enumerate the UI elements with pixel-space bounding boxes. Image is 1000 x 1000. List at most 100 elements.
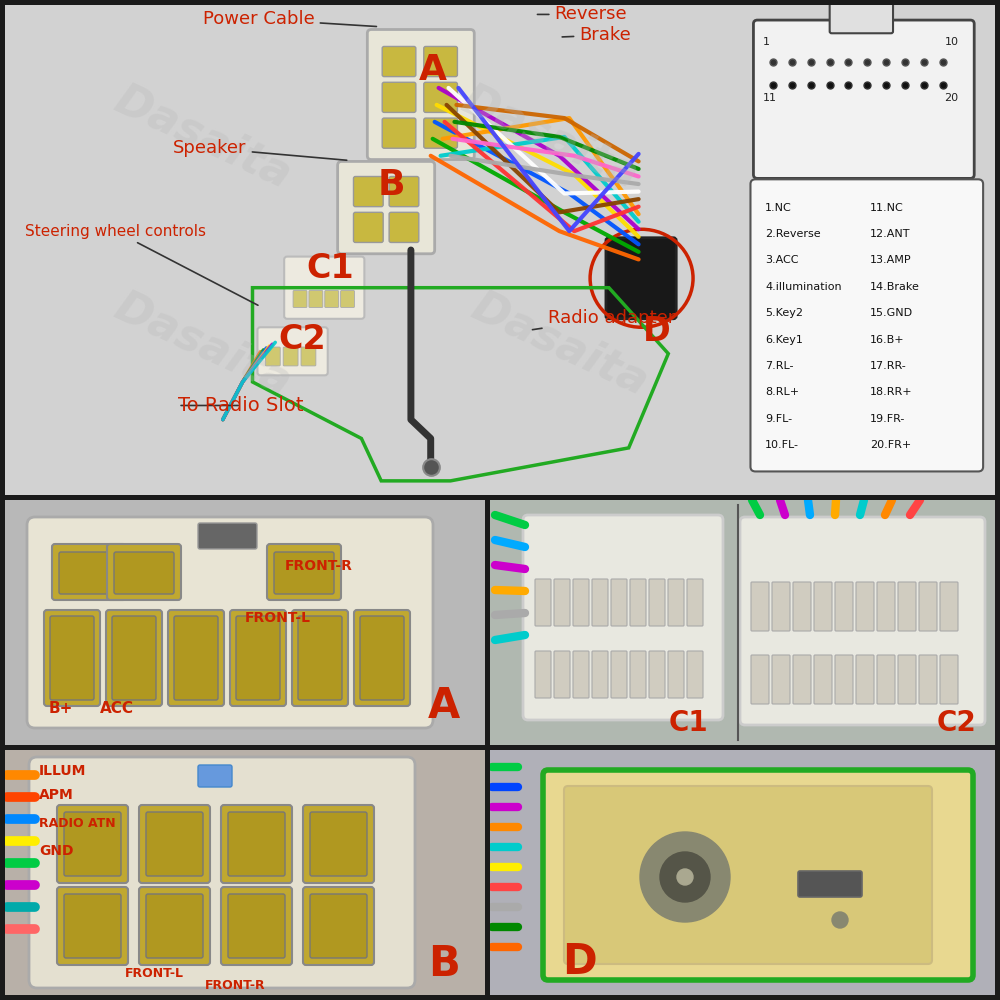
- FancyBboxPatch shape: [360, 616, 404, 700]
- FancyBboxPatch shape: [230, 610, 286, 706]
- FancyBboxPatch shape: [27, 517, 433, 728]
- FancyBboxPatch shape: [630, 651, 646, 698]
- Text: 12.ANT: 12.ANT: [870, 229, 911, 239]
- Text: 4.illumination: 4.illumination: [765, 282, 842, 292]
- FancyBboxPatch shape: [112, 616, 156, 700]
- Text: Brake: Brake: [562, 26, 631, 44]
- FancyBboxPatch shape: [198, 523, 257, 549]
- Text: 7.RL-: 7.RL-: [765, 361, 794, 371]
- Text: ILLUM: ILLUM: [39, 764, 86, 778]
- FancyBboxPatch shape: [44, 610, 100, 706]
- FancyBboxPatch shape: [793, 655, 811, 704]
- Text: B: B: [377, 168, 405, 202]
- FancyBboxPatch shape: [940, 655, 958, 704]
- Text: 3.ACC: 3.ACC: [765, 255, 799, 265]
- FancyBboxPatch shape: [772, 655, 790, 704]
- Text: GND: GND: [39, 844, 74, 858]
- Text: 18.RR+: 18.RR+: [870, 387, 913, 397]
- FancyBboxPatch shape: [2, 747, 488, 998]
- Text: 16.B+: 16.B+: [870, 335, 905, 345]
- Text: FRONT-L: FRONT-L: [245, 611, 311, 625]
- FancyBboxPatch shape: [573, 579, 589, 626]
- FancyBboxPatch shape: [856, 582, 874, 631]
- Text: A: A: [419, 53, 447, 87]
- FancyBboxPatch shape: [293, 291, 307, 307]
- Circle shape: [640, 832, 730, 922]
- FancyBboxPatch shape: [793, 582, 811, 631]
- FancyBboxPatch shape: [1, 1, 999, 499]
- FancyBboxPatch shape: [267, 544, 341, 600]
- FancyBboxPatch shape: [139, 887, 210, 965]
- FancyBboxPatch shape: [139, 805, 210, 883]
- FancyBboxPatch shape: [750, 179, 983, 471]
- FancyBboxPatch shape: [687, 579, 703, 626]
- Text: 11.NC: 11.NC: [870, 203, 904, 213]
- FancyBboxPatch shape: [630, 579, 646, 626]
- Text: FRONT-R: FRONT-R: [205, 979, 266, 992]
- FancyBboxPatch shape: [649, 651, 665, 698]
- Text: C2: C2: [936, 709, 976, 737]
- Text: 10.FL-: 10.FL-: [765, 440, 799, 450]
- FancyBboxPatch shape: [573, 651, 589, 698]
- FancyBboxPatch shape: [554, 579, 570, 626]
- FancyBboxPatch shape: [424, 46, 457, 77]
- Text: 19.FR-: 19.FR-: [870, 414, 906, 424]
- FancyBboxPatch shape: [107, 544, 181, 600]
- Text: 6.Key1: 6.Key1: [765, 335, 803, 345]
- FancyBboxPatch shape: [535, 651, 551, 698]
- FancyBboxPatch shape: [338, 161, 435, 254]
- FancyBboxPatch shape: [877, 582, 895, 631]
- Text: 11: 11: [762, 93, 776, 103]
- Text: 13.AMP: 13.AMP: [870, 255, 912, 265]
- Text: Dasaita: Dasaita: [464, 285, 655, 404]
- Text: APM: APM: [39, 788, 74, 802]
- Text: 14.Brake: 14.Brake: [870, 282, 920, 292]
- Text: 5.Key2: 5.Key2: [765, 308, 803, 318]
- FancyBboxPatch shape: [668, 651, 684, 698]
- FancyBboxPatch shape: [919, 655, 937, 704]
- FancyBboxPatch shape: [146, 812, 203, 876]
- Circle shape: [832, 912, 848, 928]
- FancyBboxPatch shape: [649, 579, 665, 626]
- FancyBboxPatch shape: [389, 212, 419, 242]
- FancyBboxPatch shape: [221, 887, 292, 965]
- Circle shape: [677, 869, 693, 885]
- FancyBboxPatch shape: [265, 347, 280, 366]
- FancyBboxPatch shape: [382, 82, 416, 112]
- FancyBboxPatch shape: [303, 805, 374, 883]
- Text: C1: C1: [668, 709, 708, 737]
- Text: B+: B+: [49, 701, 73, 716]
- Text: A: A: [428, 685, 460, 727]
- Text: 1: 1: [762, 37, 769, 47]
- FancyBboxPatch shape: [919, 582, 937, 631]
- FancyBboxPatch shape: [303, 887, 374, 965]
- Text: 10: 10: [944, 37, 958, 47]
- FancyBboxPatch shape: [898, 582, 916, 631]
- FancyBboxPatch shape: [740, 517, 985, 725]
- FancyBboxPatch shape: [2, 497, 488, 748]
- FancyBboxPatch shape: [221, 805, 292, 883]
- FancyBboxPatch shape: [592, 651, 608, 698]
- FancyBboxPatch shape: [325, 291, 339, 307]
- FancyBboxPatch shape: [59, 552, 119, 594]
- FancyBboxPatch shape: [114, 552, 174, 594]
- Text: ACC: ACC: [100, 701, 134, 716]
- FancyBboxPatch shape: [835, 655, 853, 704]
- Text: Radio adapter: Radio adapter: [532, 309, 675, 330]
- FancyBboxPatch shape: [606, 238, 676, 319]
- Text: Speaker: Speaker: [173, 139, 347, 160]
- Text: Power Cable: Power Cable: [203, 10, 376, 28]
- FancyBboxPatch shape: [236, 616, 280, 700]
- FancyBboxPatch shape: [814, 582, 832, 631]
- FancyBboxPatch shape: [830, 3, 893, 33]
- Text: Dasaita: Dasaita: [454, 77, 645, 197]
- Text: 2.Reverse: 2.Reverse: [765, 229, 821, 239]
- FancyBboxPatch shape: [835, 582, 853, 631]
- FancyBboxPatch shape: [298, 616, 342, 700]
- FancyBboxPatch shape: [292, 610, 348, 706]
- Text: 15.GND: 15.GND: [870, 308, 913, 318]
- FancyBboxPatch shape: [29, 757, 415, 988]
- Text: 20.FR+: 20.FR+: [870, 440, 912, 450]
- Text: RADIO ATN: RADIO ATN: [39, 817, 116, 830]
- FancyBboxPatch shape: [611, 579, 627, 626]
